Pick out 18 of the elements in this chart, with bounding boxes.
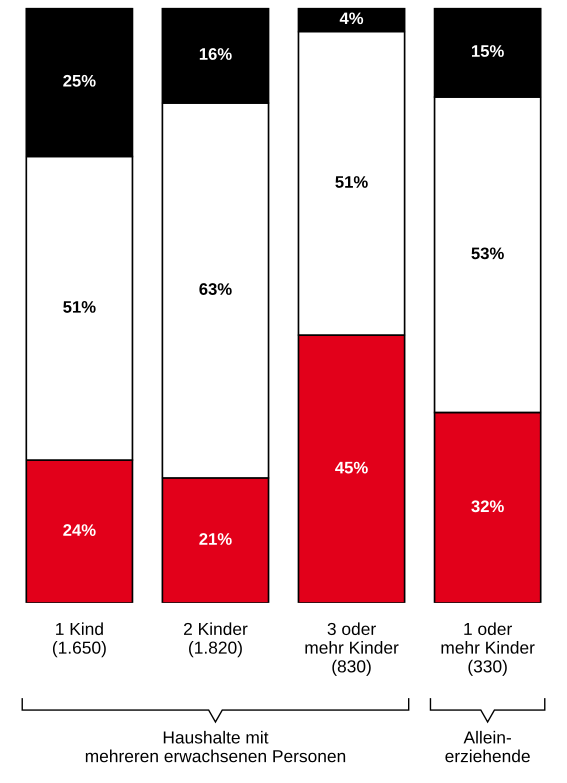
data-label: 51% [63, 301, 96, 313]
data-label: 63% [199, 283, 232, 295]
x-tick-label: 2 Kinder (1.820) [184, 622, 248, 658]
x-tick-label: 1 oder mehr Kinder (330) [441, 622, 535, 676]
data-label: 21% [199, 533, 232, 545]
x-tick-label: 3 oder mehr Kinder (830) [305, 622, 399, 676]
data-label: 53% [471, 247, 504, 260]
data-label: 4% [340, 12, 364, 24]
x-tick-label: 1 Kind (1.650) [52, 622, 106, 658]
data-label: 24% [63, 524, 96, 536]
data-label: 51% [335, 176, 368, 188]
data-label: 16% [200, 48, 232, 60]
text: Allein- erziehende [445, 730, 530, 762]
data-label: 15% [472, 45, 504, 57]
data-label: 25% [63, 74, 96, 87]
data-label: 45% [335, 462, 368, 474]
text: Haushalte mit mehreren erwachsenen Personen [86, 730, 346, 762]
data-label: 32% [471, 500, 504, 512]
